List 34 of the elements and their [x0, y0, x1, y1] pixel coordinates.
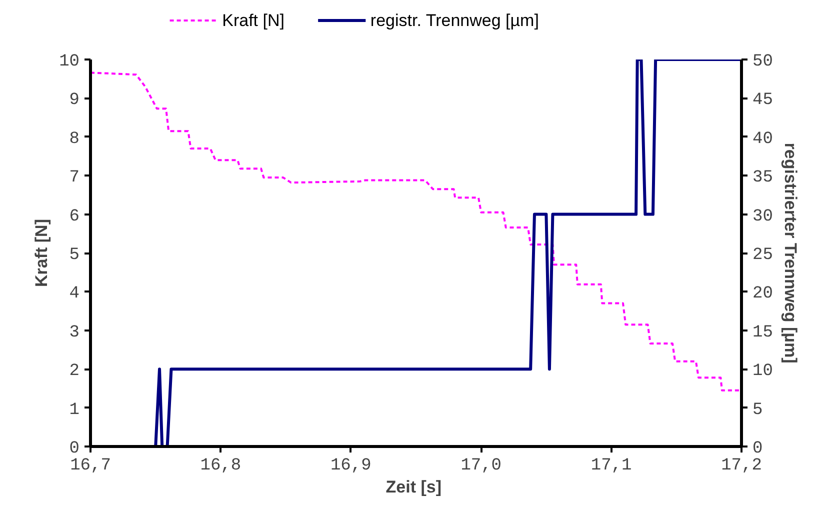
y-tick-label: 6 [69, 207, 80, 226]
y2-tick-label: 50 [752, 52, 773, 72]
legend-label: Kraft [N] [222, 11, 284, 30]
y2-tick-label: 15 [752, 323, 773, 342]
y-tick-label: 4 [69, 284, 80, 304]
y-tick-label: 8 [69, 130, 80, 149]
x-tick-label: 17,1 [590, 456, 632, 476]
y-tick-label: 1 [69, 400, 80, 420]
x-tick-label: 16,9 [330, 456, 372, 476]
y-tick-label: 9 [69, 91, 80, 110]
y2-tick-label: 35 [752, 168, 773, 188]
y2-tick-label: 5 [752, 400, 763, 420]
y-tick-label: 5 [69, 246, 80, 265]
y-tick-label: 7 [69, 168, 80, 188]
x-tick-label: 17,0 [460, 456, 502, 476]
y-axis-title: Kraft [N] [32, 218, 52, 287]
y2-tick-label: 45 [752, 91, 773, 110]
x-tick-label: 16,7 [70, 456, 111, 476]
x-axis-title: Zeit [s] [386, 478, 442, 496]
y-tick-label: 10 [59, 52, 80, 72]
x-tick-label: 17,2 [721, 456, 762, 476]
y2-tick-label: 0 [752, 440, 763, 458]
y-tick-label: 2 [69, 362, 80, 382]
y2-tick-label: 30 [752, 207, 773, 226]
line-series [90, 72, 742, 392]
y2-axis-title: registrierter Trennweg [µm] [780, 142, 800, 364]
legend-label: registr. Trennweg [µm] [370, 11, 539, 30]
y2-tick-label: 10 [752, 362, 773, 382]
y2-tick-label: 40 [752, 130, 773, 149]
y2-tick-label: 25 [752, 246, 773, 265]
x-tick-label: 16,8 [200, 456, 242, 476]
y2-tick-label: 20 [752, 284, 773, 304]
y-tick-label: 3 [69, 323, 80, 342]
y-tick-label: 0 [69, 440, 80, 458]
